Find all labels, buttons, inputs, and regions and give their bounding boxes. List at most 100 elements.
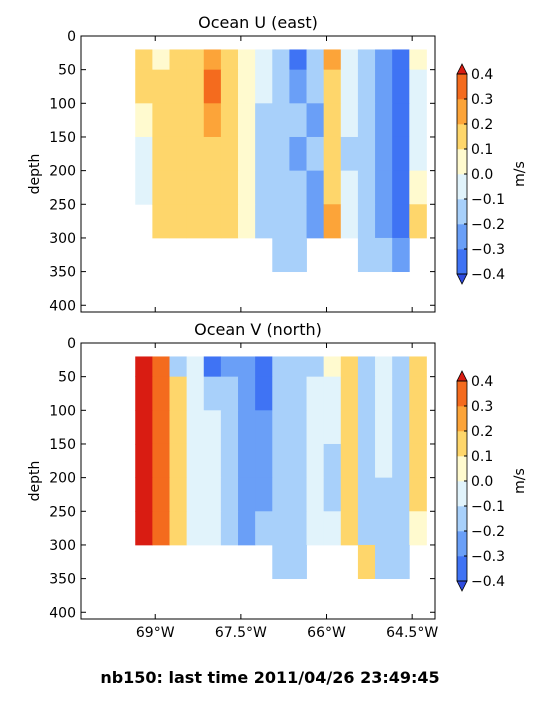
- heatmap-cell: [272, 376, 290, 411]
- heatmap-cell: [272, 511, 290, 546]
- heatmap-cell: [392, 477, 410, 512]
- heatmap-cell: [375, 410, 393, 445]
- heatmap-cell: [255, 103, 273, 138]
- heatmap-cell: [340, 376, 359, 411]
- heatmap-cell: [357, 170, 376, 205]
- heatmap-cell: [409, 356, 427, 378]
- x-tick-label: 69°W: [136, 625, 175, 641]
- heatmap-cell: [409, 49, 427, 71]
- heatmap-cell: [152, 356, 170, 378]
- heatmap-cell: [306, 103, 325, 138]
- heatmap-cell: [306, 410, 325, 445]
- heatmap-cell: [135, 477, 153, 512]
- heatmap-cell: [152, 443, 170, 479]
- colorbar-extend-min: [456, 273, 468, 285]
- heatmap-cell: [306, 49, 325, 71]
- heatmap-cell: [203, 443, 222, 479]
- heatmap-cell: [152, 49, 170, 71]
- heatmap-cell: [323, 443, 342, 479]
- figure-suptitle: nb150: last time 2011/04/26 23:49:45: [100, 668, 439, 687]
- colorbar-tick-label: −0.2: [471, 217, 505, 233]
- y-tick-label: 0: [67, 336, 76, 352]
- heatmap-cell: [220, 410, 239, 445]
- colorbar-band: [457, 431, 467, 457]
- heatmap-cell: [169, 49, 188, 71]
- heatmap-cell: [357, 410, 376, 445]
- colorbar-band: [457, 381, 467, 407]
- heatmap-cell: [357, 443, 376, 479]
- y-tick-label: 50: [58, 370, 76, 386]
- heatmap-cell: [375, 69, 393, 104]
- heatmap-cell: [340, 511, 359, 546]
- heatmap-cell: [186, 103, 205, 138]
- heatmap-cell: [323, 49, 342, 71]
- heatmap-cell: [169, 69, 188, 104]
- heatmap-cell: [169, 170, 188, 205]
- heatmap-cell: [186, 170, 205, 205]
- heatmap-cell: [186, 443, 205, 479]
- heatmap-cell: [306, 170, 325, 205]
- heatmap-cell: [323, 477, 342, 512]
- colorbar-tick-label: −0.1: [471, 192, 505, 208]
- heatmap-cell: [152, 170, 170, 205]
- heatmap-cell: [357, 204, 376, 239]
- heatmap-cell: [238, 69, 256, 104]
- heatmap-cell: [392, 204, 410, 239]
- heatmap-cell: [272, 49, 290, 71]
- heatmap-cell: [323, 356, 342, 378]
- heatmap-cell: [220, 511, 239, 546]
- colorbar-band: [457, 199, 467, 225]
- colorbar-tick-label: 0.2: [471, 117, 493, 133]
- heatmap-cell: [135, 103, 153, 138]
- heatmap-cell: [238, 356, 256, 378]
- colorbar-tick-label: 0.3: [471, 92, 493, 108]
- heatmap-cell: [392, 103, 410, 138]
- heatmap-cell: [169, 376, 188, 411]
- heatmap-cell: [255, 136, 273, 172]
- colorbar-tick-label: −0.3: [471, 242, 505, 258]
- y-axis-label: depth: [27, 154, 43, 195]
- heatmap-cell: [135, 136, 153, 172]
- heatmap-cell: [186, 136, 205, 172]
- colorbar-extend-max: [456, 370, 468, 382]
- heatmap-cell: [357, 477, 376, 512]
- heatmap-cell: [220, 103, 239, 138]
- heatmap-cell: [289, 477, 307, 512]
- heatmap-cell: [272, 136, 290, 172]
- colorbar-extend-max: [456, 63, 468, 75]
- x-tick-label: 66°W: [307, 625, 346, 641]
- heatmap-cell: [340, 69, 359, 104]
- heatmap-cell: [323, 69, 342, 104]
- heatmap-cell: [340, 356, 359, 378]
- heatmap-cell: [392, 49, 410, 71]
- colorbar-tick-label: −0.2: [471, 524, 505, 540]
- colorbar-band: [457, 531, 467, 557]
- heatmap-cell: [289, 410, 307, 445]
- heatmap-cell: [220, 356, 239, 378]
- heatmap-cell: [289, 170, 307, 205]
- heatmap-cell: [169, 410, 188, 445]
- colorbar-tick-label: 0.2: [471, 424, 493, 440]
- y-axis-label: depth: [27, 461, 43, 502]
- heatmap-cell: [255, 356, 273, 378]
- heatmap-cell: [220, 170, 239, 205]
- heatmap-cell: [135, 49, 153, 71]
- heatmap-cell: [409, 376, 427, 411]
- heatmap-cell: [357, 511, 376, 546]
- heatmap-cell: [375, 443, 393, 479]
- heatmap-cell: [409, 443, 427, 479]
- heatmap-cell: [272, 410, 290, 445]
- heatmap-cell: [289, 237, 307, 273]
- heatmap-cell: [289, 376, 307, 411]
- colorbar-tick-label: 0.0: [471, 167, 493, 183]
- heatmap-cell: [255, 49, 273, 71]
- heatmap-cell: [152, 376, 170, 411]
- heatmap-cell: [152, 69, 170, 104]
- chart-title: Ocean U (east): [198, 13, 318, 32]
- colorbar-tick-label: −0.4: [471, 267, 505, 283]
- colorbar-band: [457, 406, 467, 432]
- heatmap-cell: [289, 136, 307, 172]
- heatmap-cell: [135, 410, 153, 445]
- y-tick-label: 300: [49, 538, 76, 554]
- heatmap-cell: [203, 103, 222, 138]
